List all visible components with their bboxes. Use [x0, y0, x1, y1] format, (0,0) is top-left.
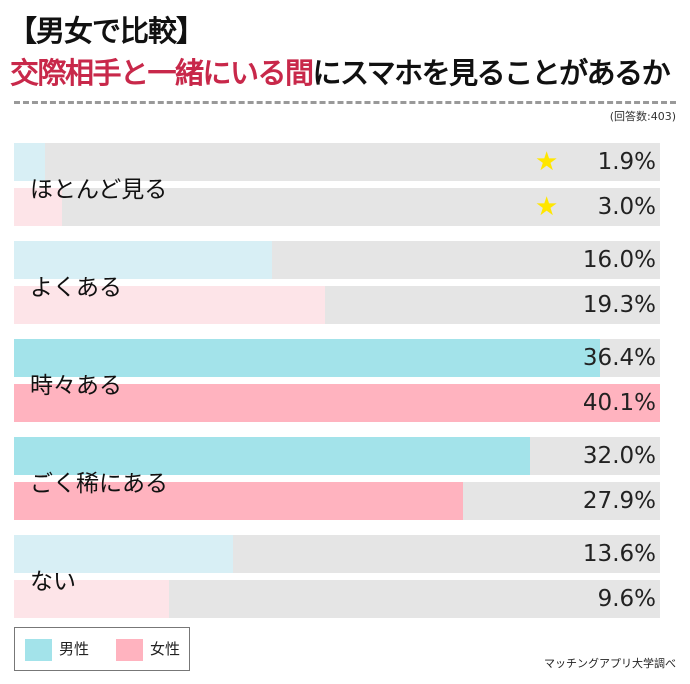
legend-swatch-female	[116, 639, 143, 661]
value-label: 36.4%	[582, 345, 656, 371]
bar-male	[14, 437, 530, 475]
bar-track	[14, 286, 660, 324]
title-rest: にスマホを見ることがあるか	[312, 56, 671, 90]
value-label: 1.9%	[597, 149, 656, 175]
legend: 男性 女性	[14, 627, 190, 671]
bar-female	[14, 482, 464, 520]
value-label: 16.0%	[582, 247, 656, 273]
title-line2: 交際相手と一緒にいる間にスマホを見ることがあるか	[10, 50, 671, 92]
bar-female	[14, 384, 660, 422]
bar-female	[14, 188, 63, 226]
dashed-divider	[14, 101, 676, 104]
respondent-count: (回答数:403)	[609, 110, 676, 123]
bar-male	[14, 241, 272, 279]
category-label: ごく稀にある	[30, 471, 168, 497]
bar-male	[14, 535, 234, 573]
value-label: 40.1%	[582, 390, 656, 416]
bar-track	[14, 482, 660, 520]
category-label: ほとんど見る	[30, 177, 168, 203]
bar-track	[14, 384, 660, 422]
value-label: 32.0%	[582, 443, 656, 469]
bar-female	[14, 580, 169, 618]
legend-label-female: 女性	[150, 640, 181, 658]
bar-track	[14, 580, 660, 618]
legend-swatch-male	[25, 639, 52, 661]
bar-track	[14, 143, 660, 181]
bar-track	[14, 339, 660, 377]
value-label: 13.6%	[582, 541, 656, 567]
star-icon: ★	[535, 192, 559, 222]
value-label: 27.9%	[582, 488, 656, 514]
legend-label-male: 男性	[59, 640, 90, 658]
title-highlight: 交際相手と一緒にいる間	[10, 56, 314, 90]
category-label: 時々ある	[30, 373, 122, 399]
value-label: 9.6%	[597, 586, 656, 612]
value-label: 3.0%	[597, 194, 656, 220]
bar-track	[14, 188, 660, 226]
bar-male	[14, 339, 601, 377]
bar-track	[14, 437, 660, 475]
title-line1: 【男女で比較】	[8, 14, 205, 48]
source-note: マッチングアプリ大学調べ	[544, 657, 676, 670]
bar-male	[14, 143, 45, 181]
bar-female	[14, 286, 325, 324]
bar-track	[14, 535, 660, 573]
value-label: 19.3%	[582, 292, 656, 318]
star-icon: ★	[535, 147, 559, 177]
category-label: よくある	[30, 275, 122, 301]
bar-track	[14, 241, 660, 279]
category-label: ない	[30, 569, 76, 595]
